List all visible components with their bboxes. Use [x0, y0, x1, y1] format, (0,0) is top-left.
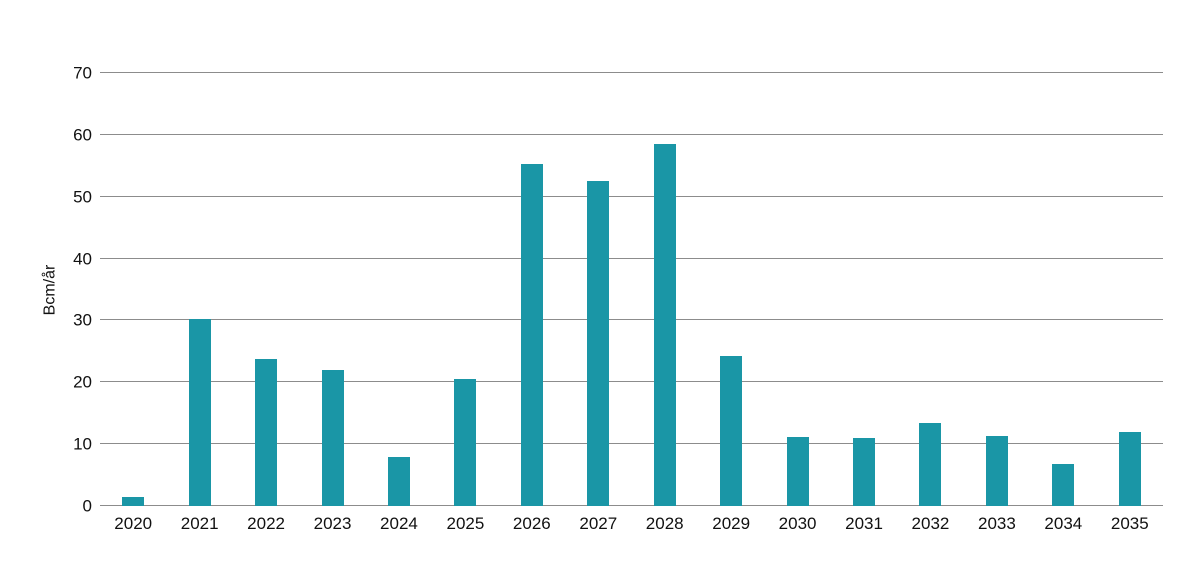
- x-tick-label: 2023: [313, 514, 352, 533]
- bar-2028: [653, 143, 676, 506]
- x-axis-tick-labels: 2020 2021 2022 2023 2024 2025 2026 2027 2028 2029…: [100, 514, 1163, 534]
- bar-2030: [786, 437, 809, 506]
- bar-slot: [499, 73, 565, 506]
- y-tick-label: 50: [73, 187, 92, 207]
- x-tick-label: 2033: [977, 514, 1016, 533]
- y-tick-label: 20: [73, 372, 92, 392]
- x-tick-label: 2025: [446, 514, 485, 533]
- bar-2026: [520, 163, 543, 506]
- bar-slot: [1030, 73, 1096, 506]
- y-tick-label: 30: [73, 310, 92, 330]
- x-tick-label: 2020: [114, 514, 153, 533]
- bar-slot: [764, 73, 830, 506]
- bar-2032: [919, 422, 942, 506]
- y-tick-label: 0: [82, 496, 92, 516]
- bar-2027: [587, 180, 610, 506]
- y-tick-label: 60: [73, 125, 92, 145]
- bar-2025: [454, 379, 477, 506]
- y-tick-label: 10: [73, 434, 92, 454]
- x-tick-label: 2031: [845, 514, 883, 533]
- bar-2022: [255, 358, 278, 506]
- bar-2029: [720, 355, 743, 506]
- bar-slot: [632, 73, 698, 506]
- gridline: [100, 133, 1163, 135]
- x-tick-label: 2024: [380, 514, 418, 533]
- bar-2034: [1052, 463, 1075, 506]
- bars-group: [100, 73, 1163, 506]
- bar-slot: [100, 73, 166, 506]
- bar-slot: [233, 73, 299, 506]
- bar-slot: [432, 73, 498, 506]
- bar-2023: [321, 369, 344, 506]
- y-tick-label: 70: [73, 63, 92, 83]
- bar-slot: [831, 73, 897, 506]
- bar-slot: [366, 73, 432, 506]
- bar-slot: [698, 73, 764, 506]
- bar-slot: [964, 73, 1030, 506]
- x-tick-label: 2028: [645, 514, 684, 533]
- plot-area: [100, 72, 1163, 506]
- x-tick-label: 2027: [579, 514, 618, 533]
- y-tick-label: 40: [73, 249, 92, 269]
- gridline: [100, 319, 1163, 321]
- bar-2020: [122, 496, 145, 506]
- bar-slot: [166, 73, 232, 506]
- x-tick-label: 2026: [512, 514, 551, 533]
- bar-2035: [1118, 432, 1141, 506]
- bar-2021: [188, 318, 211, 506]
- x-tick-label: 2022: [247, 514, 285, 533]
- x-tick-label: 2034: [1044, 514, 1083, 533]
- gridline: [100, 505, 1163, 506]
- bar-2031: [853, 437, 876, 506]
- x-tick-label: 2032: [911, 514, 950, 533]
- y-axis-tick-labels: 0 10 20 30 40 50 60 70: [0, 65, 92, 515]
- bar-2033: [985, 436, 1008, 506]
- gridline: [100, 381, 1163, 383]
- gridline: [100, 443, 1163, 445]
- bar-slot: [565, 73, 631, 506]
- x-tick-label: 2030: [778, 514, 817, 533]
- x-tick-label: 2021: [180, 514, 219, 533]
- bar-slot: [1097, 73, 1163, 506]
- x-tick-label: 2035: [1110, 514, 1149, 533]
- gridline: [100, 195, 1163, 197]
- gridline: [100, 257, 1163, 259]
- x-tick-label: 2029: [712, 514, 751, 533]
- bar-slot: [897, 73, 963, 506]
- bar-slot: [299, 73, 365, 506]
- gridline: [100, 72, 1163, 73]
- bar-2024: [387, 457, 410, 506]
